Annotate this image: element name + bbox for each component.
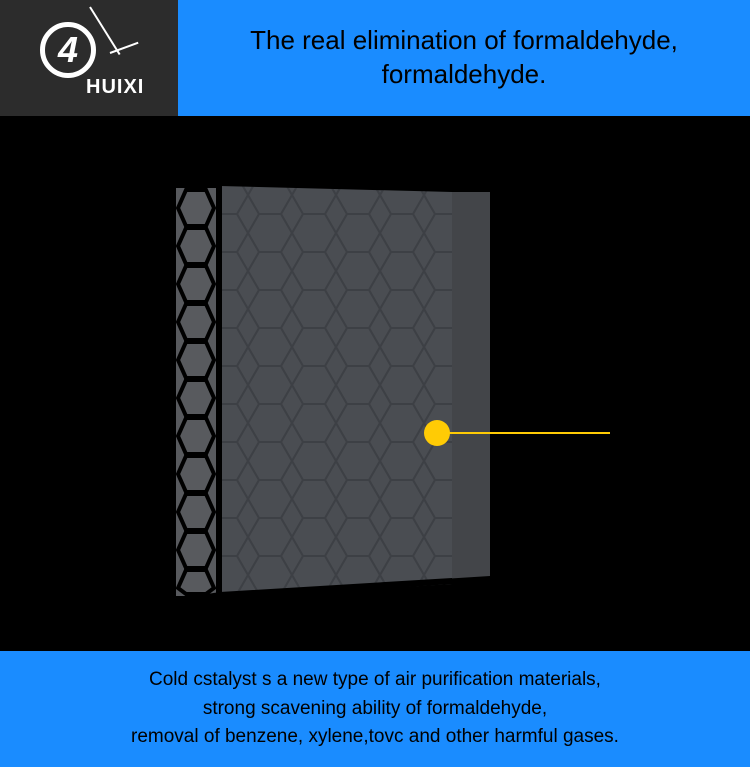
header: 4 HUIXI The real elimination of formalde… [0, 0, 750, 116]
badge-block: 4 HUIXI [0, 0, 178, 116]
footer-line: removal of benzene, xylene,tovc and othe… [131, 723, 619, 752]
badge-circle: 4 [40, 22, 96, 78]
page-title: The real elimination of formaldehyde, fo… [208, 24, 720, 92]
panel-mid [222, 184, 452, 598]
brand-label: HUIXI [86, 76, 144, 99]
footer-line: strong scavening ability of formaldehyde… [131, 695, 619, 724]
badge-number: 4 [58, 32, 78, 68]
callout-label: Cold cstalyst [504, 398, 617, 421]
footer-description: Cold cstalyst s a new type of air purifi… [131, 666, 619, 752]
diagram-area: Cold cstalyst [0, 116, 750, 651]
callout-dot-icon [424, 420, 450, 446]
footer: Cold cstalyst s a new type of air purifi… [0, 651, 750, 767]
title-block: The real elimination of formaldehyde, fo… [178, 0, 750, 116]
callout-leader-line [448, 432, 610, 434]
filter-panel-illustration [160, 176, 530, 616]
footer-line: Cold cstalyst s a new type of air purifi… [131, 666, 619, 695]
